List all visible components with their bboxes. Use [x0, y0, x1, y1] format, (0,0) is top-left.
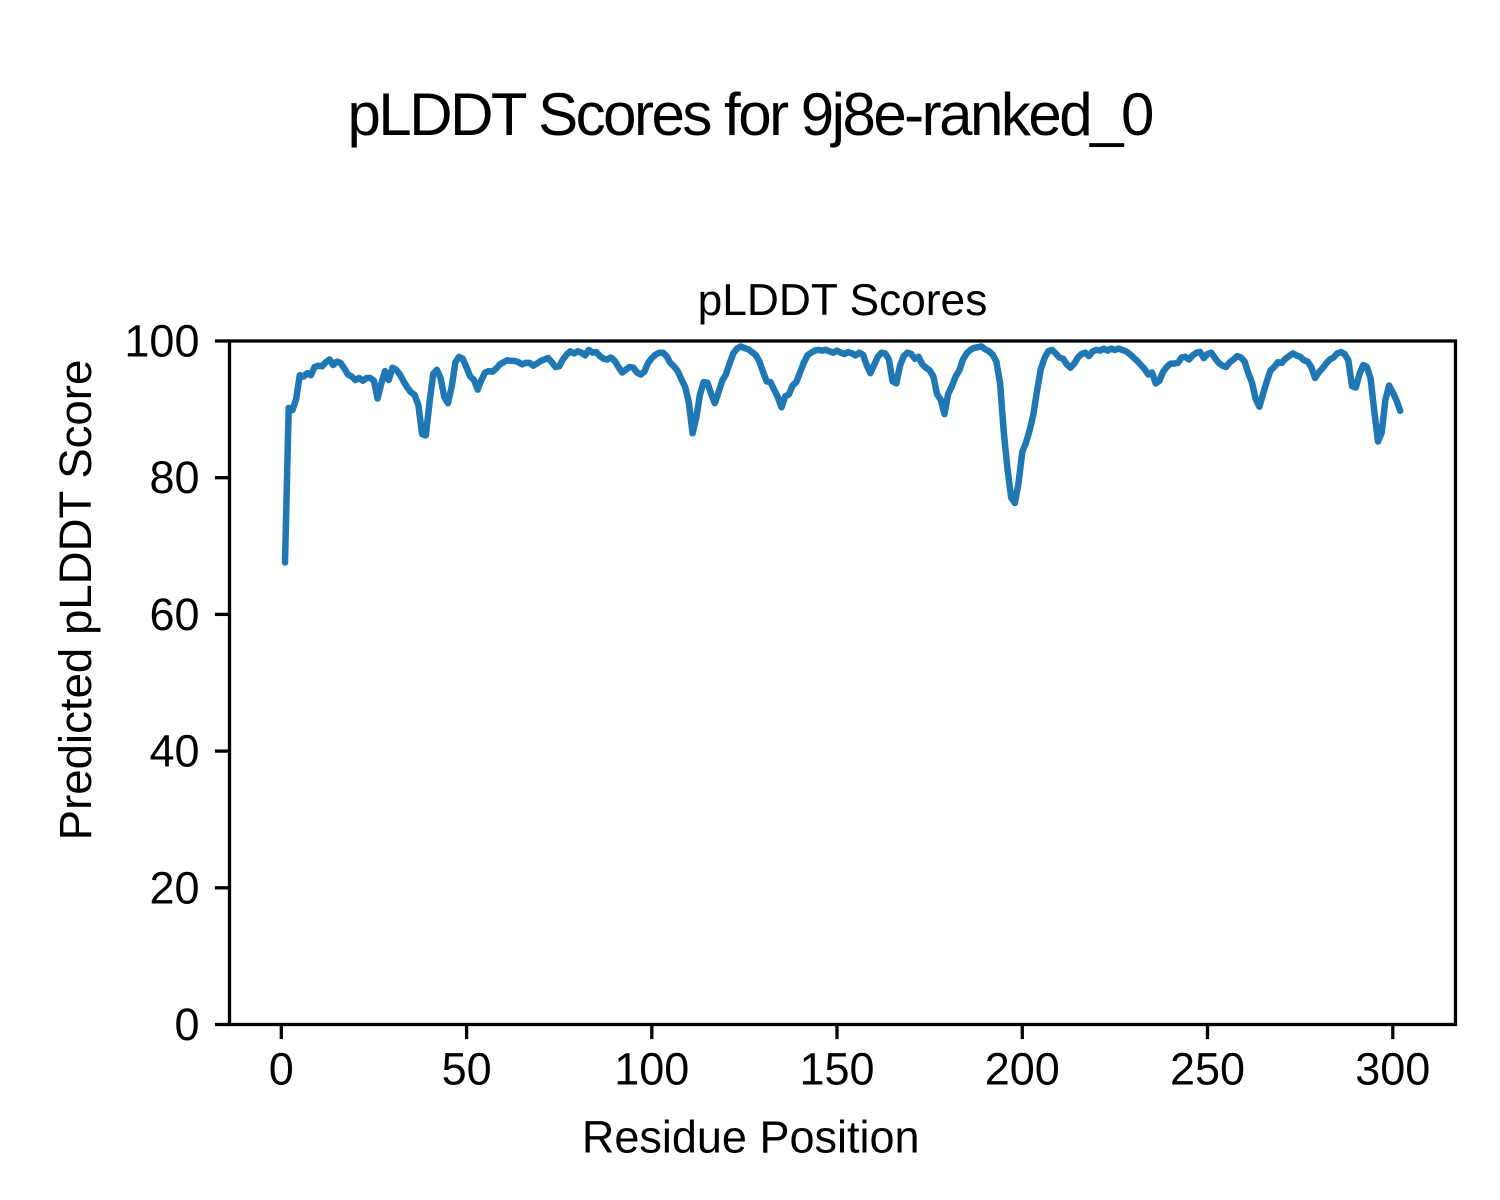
svg-text:0: 0	[174, 999, 199, 1050]
svg-text:pLDDT Scores: pLDDT Scores	[698, 276, 988, 325]
svg-text:Predicted pLDDT Score: Predicted pLDDT Score	[50, 360, 101, 841]
svg-text:100: 100	[614, 1044, 689, 1095]
svg-text:pLDDT Scores for 9j8e-ranked_0: pLDDT Scores for 9j8e-ranked_0	[348, 81, 1153, 148]
svg-text:50: 50	[442, 1044, 492, 1095]
svg-text:300: 300	[1355, 1044, 1430, 1095]
svg-text:Residue Position: Residue Position	[582, 1111, 920, 1162]
svg-text:20: 20	[149, 862, 199, 913]
svg-text:100: 100	[124, 316, 199, 367]
svg-text:0: 0	[269, 1044, 294, 1095]
svg-text:150: 150	[799, 1044, 874, 1095]
svg-text:200: 200	[985, 1044, 1060, 1095]
svg-text:60: 60	[149, 589, 199, 640]
svg-text:40: 40	[149, 726, 199, 777]
svg-text:250: 250	[1170, 1044, 1245, 1095]
svg-text:80: 80	[149, 452, 199, 503]
